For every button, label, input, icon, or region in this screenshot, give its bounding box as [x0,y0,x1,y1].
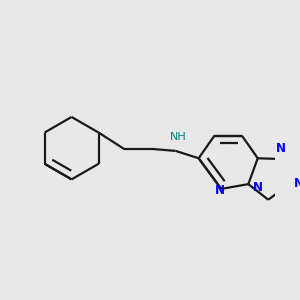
Text: N: N [214,184,224,197]
Text: NH: NH [170,132,187,142]
Text: N: N [294,177,300,190]
Text: N: N [253,182,263,194]
Text: N: N [276,142,286,155]
